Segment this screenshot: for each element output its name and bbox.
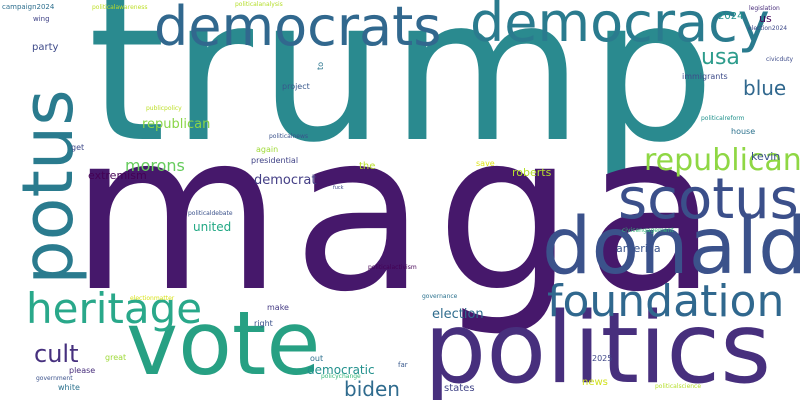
word-project: project xyxy=(282,82,310,91)
word-republicans: republicans xyxy=(644,143,800,178)
word-vote: vote xyxy=(126,292,321,395)
word-kevin: kevin xyxy=(751,150,781,163)
word-out: out xyxy=(310,354,324,363)
word-scotus: scotus xyxy=(618,167,799,232)
word-house: house xyxy=(731,127,756,136)
word-policychange: policychange xyxy=(321,373,361,380)
word-party: party xyxy=(32,42,59,53)
word-publicpolicy: publicpolicy xyxy=(146,105,182,112)
word-foundation: foundation xyxy=(547,276,785,327)
word-civicduty: civicduty xyxy=(766,56,793,63)
word-democrats: democrats xyxy=(154,0,442,58)
word-politicalreform: politicalreform xyxy=(701,115,745,122)
word-presidential: presidential xyxy=(251,156,299,165)
word-democratic: democratic xyxy=(307,363,375,377)
word-politicalactivism: politicalactivism xyxy=(368,264,417,271)
word-please: please xyxy=(69,366,96,375)
word-election: election xyxy=(432,307,484,322)
word-again: again xyxy=(256,145,279,154)
word-civicengagement: civicengagement xyxy=(622,227,674,234)
word-democrat: democrat xyxy=(254,173,317,188)
word-white: white xyxy=(58,383,80,392)
word-governance: governance xyxy=(422,293,458,300)
word-heritage: heritage xyxy=(26,284,203,333)
word-politicalawareness: politicalawareness xyxy=(92,4,148,11)
word-campaign2024: campaign2024 xyxy=(2,3,55,11)
word-states: states xyxy=(444,383,475,394)
word-usa: usa xyxy=(701,45,740,70)
word-government: government xyxy=(36,375,73,382)
word-2024: 2024 xyxy=(718,11,744,22)
word-save: save xyxy=(476,159,495,168)
word-democracy: democracy xyxy=(470,0,770,54)
word-election2024: election2024 xyxy=(748,25,788,32)
word-wing: wing xyxy=(33,15,50,23)
word-trump: trump xyxy=(88,0,722,186)
word-right: right xyxy=(254,319,273,328)
word-morons: morons xyxy=(125,156,185,175)
word-maga: maga xyxy=(70,87,728,340)
word-legislation: legislation xyxy=(749,5,780,12)
word-united: united xyxy=(193,220,232,234)
word-biden: biden xyxy=(344,377,400,400)
word-us: us xyxy=(759,12,772,25)
word-to: to xyxy=(316,61,326,71)
word-get: get xyxy=(71,143,85,152)
word-donald: donald xyxy=(542,202,800,292)
word-cult: cult xyxy=(34,340,79,368)
word-electionmatter: electionmatter xyxy=(130,295,175,302)
word-the: the xyxy=(359,161,376,172)
word-politicaldebate: politicaldebate xyxy=(188,210,233,217)
word-fuck: fuck xyxy=(333,185,344,191)
word-news: news xyxy=(582,377,608,388)
word-immigrants: immigrants xyxy=(682,72,728,81)
word-politics: politics xyxy=(424,292,772,400)
word-politicalscience: politicalscience xyxy=(655,383,702,390)
word-roberts: roberts xyxy=(512,166,552,179)
word-politicalnews: politicalnews xyxy=(269,133,309,140)
word-republican: republican xyxy=(142,117,211,132)
word-extremism: extremism xyxy=(88,169,147,182)
word-blue: blue xyxy=(743,76,787,100)
word-2025: 2025 xyxy=(592,354,613,363)
word-great: great xyxy=(105,353,127,362)
word-far: far xyxy=(398,361,408,369)
word-politicalanalysis: politicalanalysis xyxy=(235,1,283,8)
word-make: make xyxy=(267,303,289,312)
word-potus: potus xyxy=(6,89,89,285)
word-america: america xyxy=(616,242,661,255)
